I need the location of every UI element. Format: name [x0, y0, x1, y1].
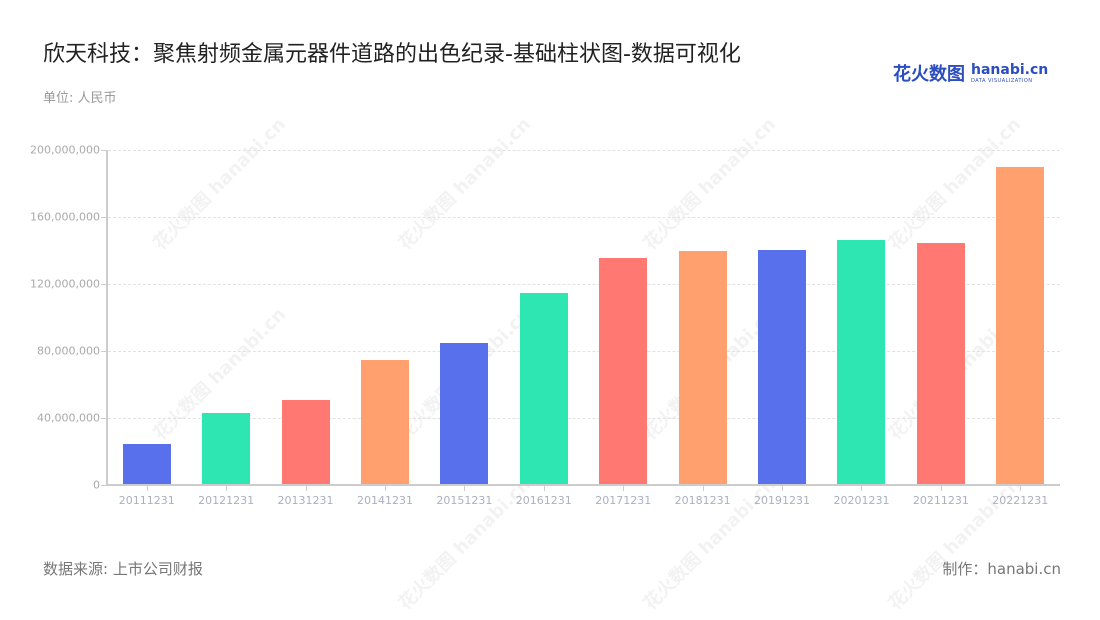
x-tick-label: 20201231 — [833, 494, 890, 507]
unit-label: 单位: 人民币 — [43, 91, 117, 106]
watermark: 花火数图 hanabi.cn — [149, 113, 291, 255]
y-tick-label: 200,000,000 — [30, 143, 100, 157]
data-source: 数据来源: 上市公司财报 — [43, 560, 203, 578]
bar-20141231[interactable] — [360, 360, 409, 485]
y-tick-label: 40,000,000 — [37, 411, 100, 425]
x-tick-label: 20191231 — [754, 494, 811, 507]
x-tick-label: 20121231 — [198, 494, 255, 507]
gridline — [108, 418, 1060, 419]
x-tick — [384, 486, 386, 491]
x-tick-label: 20161231 — [515, 494, 572, 507]
x-tick — [1020, 486, 1022, 491]
logo-en-block: hanabi.cn DATA VISUALIZATION — [971, 63, 1048, 84]
watermark: 花火数图 hanabi.cn — [394, 113, 536, 255]
x-tick-label: 20211231 — [912, 494, 969, 507]
gridline — [108, 284, 1060, 285]
y-tick — [101, 150, 106, 151]
watermark: 花火数图 hanabi.cn — [884, 473, 1026, 615]
x-tick-label: 20181231 — [674, 494, 731, 507]
x-tick-label: 20221231 — [992, 494, 1049, 507]
y-tick-label: 0 — [93, 478, 100, 492]
y-tick — [101, 284, 106, 285]
watermark: 花火数图 hanabi.cn — [394, 473, 536, 615]
bar-20171231[interactable] — [599, 258, 648, 485]
y-tick-label: 80,000,000 — [37, 344, 100, 358]
gridline — [108, 351, 1060, 352]
x-tick-label: 20151231 — [436, 494, 493, 507]
x-tick — [464, 486, 466, 491]
x-tick — [305, 486, 307, 491]
y-tick — [101, 217, 106, 218]
x-tick — [861, 486, 863, 491]
chart-title: 欣天科技：聚焦射频金属元器件道路的出色纪录-基础柱状图-数据可视化 — [43, 42, 741, 67]
bar-20211231[interactable] — [916, 242, 965, 485]
y-tick-label: 120,000,000 — [30, 277, 100, 291]
x-tick — [543, 486, 545, 491]
x-tick-label: 20171231 — [595, 494, 652, 507]
watermark: 花火数图 hanabi.cn — [639, 113, 781, 255]
y-tick — [101, 485, 106, 486]
y-tick-label: 160,000,000 — [30, 210, 100, 224]
x-tick-label: 20131231 — [277, 494, 334, 507]
credit: 制作：hanabi.cn — [942, 560, 1061, 578]
bar-20121231[interactable] — [202, 412, 251, 485]
x-tick — [226, 486, 228, 491]
x-tick-label: 20141231 — [356, 494, 413, 507]
y-tick — [101, 351, 106, 352]
y-tick — [101, 418, 106, 419]
bar-20221231[interactable] — [996, 167, 1045, 485]
logo-cn-text: 花火数图 — [893, 64, 965, 85]
x-tick — [623, 486, 625, 491]
x-tick — [940, 486, 942, 491]
y-axis — [106, 150, 108, 485]
bar-20151231[interactable] — [440, 342, 489, 485]
bar-20191231[interactable] — [758, 249, 807, 485]
brand-logo: 花火数图 hanabi.cn DATA VISUALIZATION — [893, 60, 1048, 86]
x-tick — [146, 486, 148, 491]
x-axis — [106, 484, 1060, 486]
x-tick — [702, 486, 704, 491]
gridline — [108, 150, 1060, 151]
bar-20201231[interactable] — [837, 239, 886, 485]
x-tick-label: 20111231 — [118, 494, 175, 507]
bar-20131231[interactable] — [281, 400, 330, 485]
bar-20181231[interactable] — [678, 251, 727, 485]
logo-sub-text: DATA VISUALIZATION — [971, 77, 1033, 84]
logo-en-text: hanabi.cn — [971, 61, 1049, 78]
bar-20111231[interactable] — [122, 443, 171, 485]
x-tick — [782, 486, 784, 491]
watermark: 花火数图 hanabi.cn — [639, 473, 781, 615]
bar-20161231[interactable] — [519, 293, 568, 485]
gridline — [108, 217, 1060, 218]
